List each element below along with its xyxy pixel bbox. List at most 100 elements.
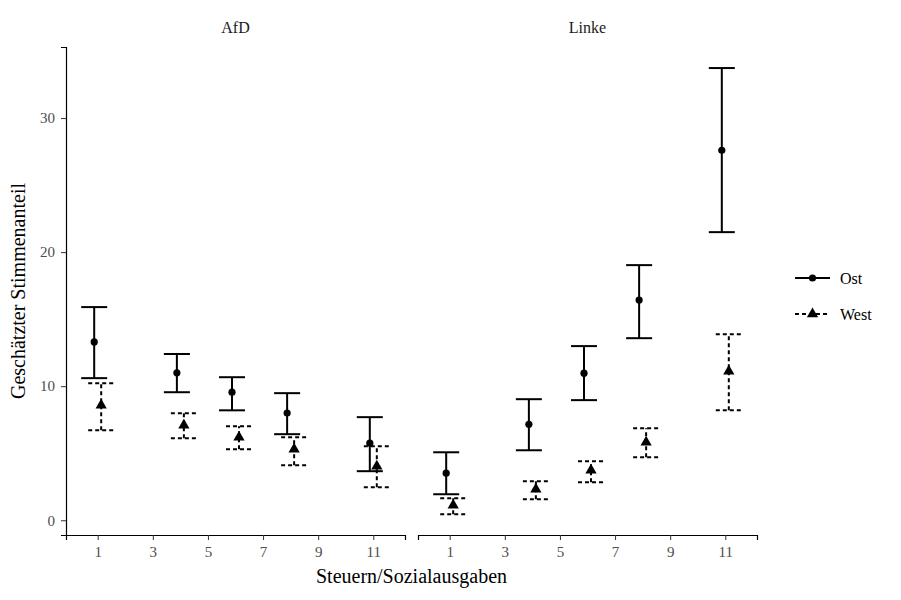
chart: AfD13579110102030Linke1357911Steuern/Soz… — [0, 0, 901, 600]
point — [288, 443, 299, 453]
x-tick-mark — [670, 535, 671, 540]
errorbar-group — [364, 446, 390, 487]
error-cap-upper — [281, 436, 307, 438]
x-tick-mark — [263, 535, 264, 540]
error-cap-lower — [364, 486, 390, 488]
point — [525, 421, 532, 428]
legend-item: Ost — [795, 270, 863, 287]
point — [228, 389, 235, 396]
x-axis-title: Steuern/Sozialausgaben — [316, 565, 507, 588]
x-tick-mark — [153, 535, 154, 540]
x-tick-label: 3 — [150, 544, 158, 560]
error-cap-upper — [364, 445, 390, 447]
error-cap-upper — [357, 416, 383, 418]
x-tick: 3 — [502, 535, 510, 560]
errorbar-group — [716, 334, 742, 410]
marks — [81, 307, 390, 487]
y-tick: 30 — [40, 110, 66, 126]
legend-marker — [809, 274, 816, 281]
x-tick-mark — [98, 535, 99, 540]
point — [640, 436, 651, 446]
point — [284, 409, 291, 416]
error-cap-upper — [523, 480, 549, 482]
y-tick: 0 — [48, 513, 67, 529]
errorbar-group — [88, 383, 114, 430]
x-tick-mark — [615, 535, 616, 540]
x-tick-label: 5 — [557, 544, 565, 560]
y-axis-title: Geschätzter Stimmenanteil — [7, 183, 29, 399]
errorbar-group — [357, 417, 383, 471]
point — [636, 297, 643, 304]
point — [96, 399, 107, 409]
error-cap-upper — [274, 392, 300, 394]
legend-marker — [807, 307, 818, 317]
point — [178, 419, 189, 429]
y-tick-mark — [61, 386, 66, 387]
x-tick: 1 — [446, 535, 454, 560]
point — [91, 338, 98, 345]
errorbar-group — [433, 452, 459, 494]
error-cap-lower — [433, 493, 459, 495]
error-cap-lower — [226, 448, 252, 450]
errorbar-group — [81, 307, 107, 378]
x-tick: 7 — [260, 535, 268, 560]
x-tick-label: 11 — [367, 544, 381, 560]
marks — [433, 68, 742, 514]
error-cap-lower — [578, 481, 604, 483]
errorbar-group — [171, 413, 197, 438]
x-tick-label: 7 — [260, 544, 268, 560]
y-tick-mark — [61, 252, 66, 253]
x-tick-label: 5 — [205, 544, 213, 560]
point — [371, 460, 382, 470]
errorbar-group — [523, 481, 549, 499]
point — [585, 464, 596, 474]
point — [173, 369, 180, 376]
y-tick-label: 10 — [40, 378, 55, 394]
x-tick-mark — [725, 535, 726, 540]
panel-title: Linke — [569, 19, 606, 36]
x-tick-label: 1 — [94, 544, 102, 560]
errorbar-group — [626, 265, 652, 338]
errorbar-group — [164, 354, 190, 392]
point — [233, 431, 244, 441]
error-cap-lower — [274, 433, 300, 435]
error-cap-lower — [709, 231, 735, 233]
point — [530, 483, 541, 493]
error-cap-upper — [716, 333, 742, 335]
y-tick-label: 0 — [48, 513, 56, 529]
error-cap-lower — [88, 429, 114, 431]
x-axis-line — [419, 536, 758, 541]
x-tick-mark — [505, 535, 506, 540]
x-tick-label: 7 — [612, 544, 620, 560]
point — [443, 470, 450, 477]
x-tick: 1 — [94, 535, 102, 560]
error-cap-upper — [164, 353, 190, 355]
error-cap-lower — [171, 437, 197, 439]
error-cap-upper — [171, 412, 197, 414]
x-tick: 9 — [667, 535, 675, 560]
error-cap-lower — [633, 456, 659, 458]
error-cap-upper — [219, 376, 245, 378]
x-tick-label: 3 — [502, 544, 510, 560]
errorbar-group — [219, 377, 245, 410]
errorbar-group — [578, 461, 604, 482]
legend-item: West — [795, 306, 872, 323]
panel-title: AfD — [221, 19, 249, 36]
x-tick-mark — [373, 535, 374, 540]
x-tick: 9 — [315, 535, 323, 560]
y-axis-line — [61, 48, 67, 536]
error-cap-upper — [433, 451, 459, 453]
error-cap-lower — [81, 377, 107, 379]
error-cap-upper — [516, 398, 542, 400]
legend-label: West — [840, 306, 872, 323]
y-tick: 10 — [40, 378, 66, 394]
error-cap-lower — [523, 498, 549, 500]
point — [448, 499, 459, 509]
x-axis: 1 3 5 7 9 11 — [67, 535, 406, 560]
x-tick: 5 — [205, 535, 213, 560]
x-tick-mark — [560, 535, 561, 540]
error-cap-lower — [440, 513, 466, 515]
error-cap-upper — [709, 67, 735, 69]
y-axis: 0102030 — [40, 48, 67, 536]
error-cap-upper — [226, 425, 252, 427]
